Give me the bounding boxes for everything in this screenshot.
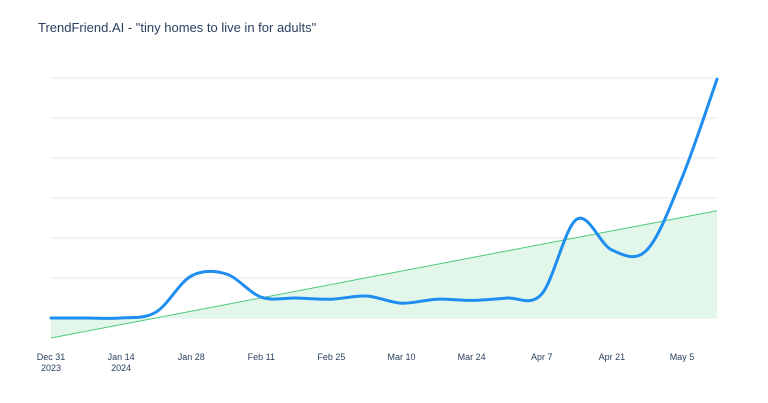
x-tick-label: Jan 14 — [108, 352, 135, 362]
x-tick-label: Feb 11 — [248, 352, 275, 362]
chart-title: TrendFriend.AI - "tiny homes to live in … — [38, 20, 317, 35]
x-tick-label: Feb 25 — [317, 352, 345, 362]
x-tick-label: Apr 7 — [531, 352, 553, 362]
x-tick-label: Mar 24 — [458, 352, 486, 362]
trend-layer — [50, 210, 718, 339]
x-tick-label: Dec 31 — [37, 352, 66, 362]
x-tick-label: May 5 — [670, 352, 695, 362]
series-layer — [49, 77, 719, 320]
series-line — [49, 77, 719, 320]
x-tick-label: Mar 10 — [388, 352, 416, 362]
trend-line — [50, 210, 718, 339]
x-tick-label: 2024 — [111, 363, 131, 373]
x-tick-label: Jan 28 — [178, 352, 205, 362]
x-tick-label: 2023 — [41, 363, 61, 373]
x-tick-label: Apr 21 — [599, 352, 626, 362]
